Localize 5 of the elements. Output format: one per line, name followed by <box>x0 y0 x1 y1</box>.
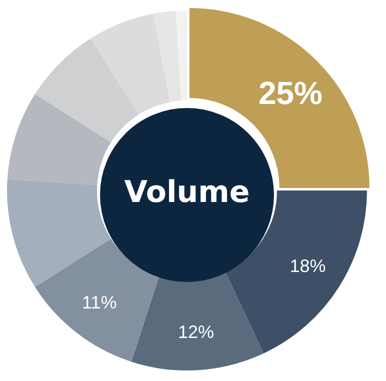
data-label: 25% <box>258 74 322 111</box>
data-label: 18% <box>290 256 326 276</box>
data-label: 11% <box>82 292 117 312</box>
text: Volume <box>123 175 251 210</box>
data-label: 12% <box>178 322 214 342</box>
